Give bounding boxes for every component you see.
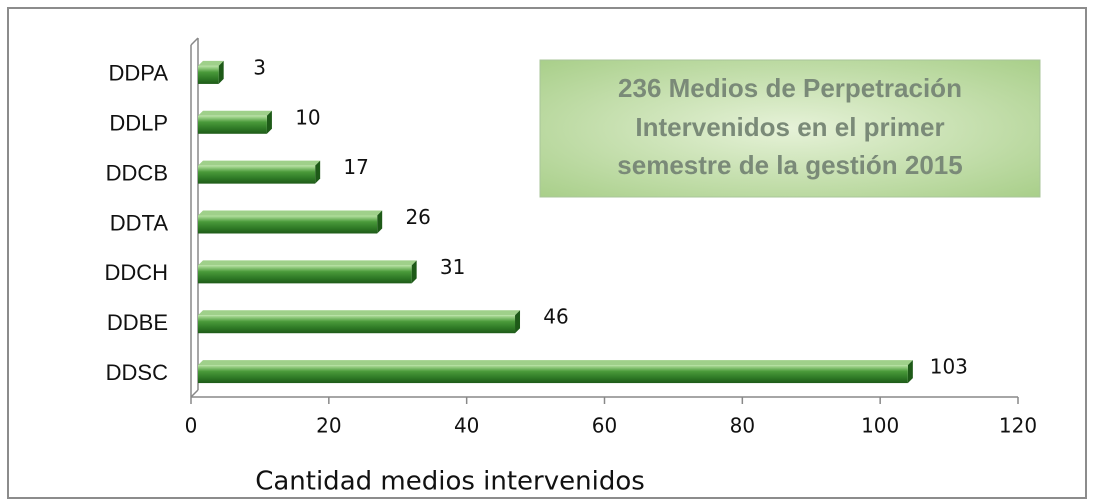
bar-end [411, 260, 417, 284]
bar-end [315, 160, 321, 184]
bar-end [218, 60, 224, 84]
bar-top [198, 60, 224, 66]
bar-end [266, 110, 272, 134]
bar [198, 165, 316, 184]
bar-top [198, 360, 913, 366]
bar [198, 265, 412, 284]
bar-end [907, 360, 913, 384]
bar [198, 365, 908, 384]
bar [198, 115, 267, 134]
value-label: 46 [543, 305, 568, 329]
x-tick-label: 120 [999, 414, 1037, 438]
bar [198, 215, 378, 234]
axis-wall [190, 37, 199, 46]
y-tick-label: DDLP [109, 111, 168, 136]
x-tick-label: 40 [454, 414, 479, 438]
bar-top [198, 210, 383, 216]
bar-top [198, 310, 521, 316]
bar-top [198, 160, 321, 166]
value-label: 17 [343, 155, 368, 179]
x-tick-label: 20 [316, 414, 341, 438]
x-tick-label: 80 [730, 414, 755, 438]
y-tick-label: DDPA [109, 61, 169, 86]
annotation-box [539, 59, 1041, 198]
bar-end [515, 310, 521, 334]
axis-wall [190, 389, 199, 398]
value-label: 103 [930, 355, 968, 379]
value-label: 3 [253, 55, 266, 79]
annotation-line: semestre de la gestión 2015 [617, 150, 962, 180]
bar-top [198, 260, 417, 266]
y-tick-label: DDTA [110, 210, 169, 235]
y-tick-label: DDBE [107, 310, 168, 335]
annotation-line: Intervenidos en el primer [635, 112, 944, 142]
bar-end [377, 210, 383, 234]
x-tick-label: 60 [592, 414, 617, 438]
bar [198, 315, 516, 334]
y-tick-label: DDSC [106, 360, 168, 385]
value-label: 26 [405, 205, 430, 229]
x-tick-label: 100 [861, 414, 899, 438]
bar-top [198, 110, 272, 116]
y-tick-label: DDCB [106, 160, 168, 185]
value-label: 10 [295, 105, 320, 129]
y-tick-label: DDCH [104, 260, 168, 285]
x-axis-label: Cantidad medios intervenidos [255, 467, 645, 497]
x-tick-label: 0 [185, 414, 198, 438]
annotation-line: 236 Medios de Perpetración [618, 73, 962, 103]
value-label: 31 [440, 255, 465, 279]
bar [198, 65, 219, 84]
